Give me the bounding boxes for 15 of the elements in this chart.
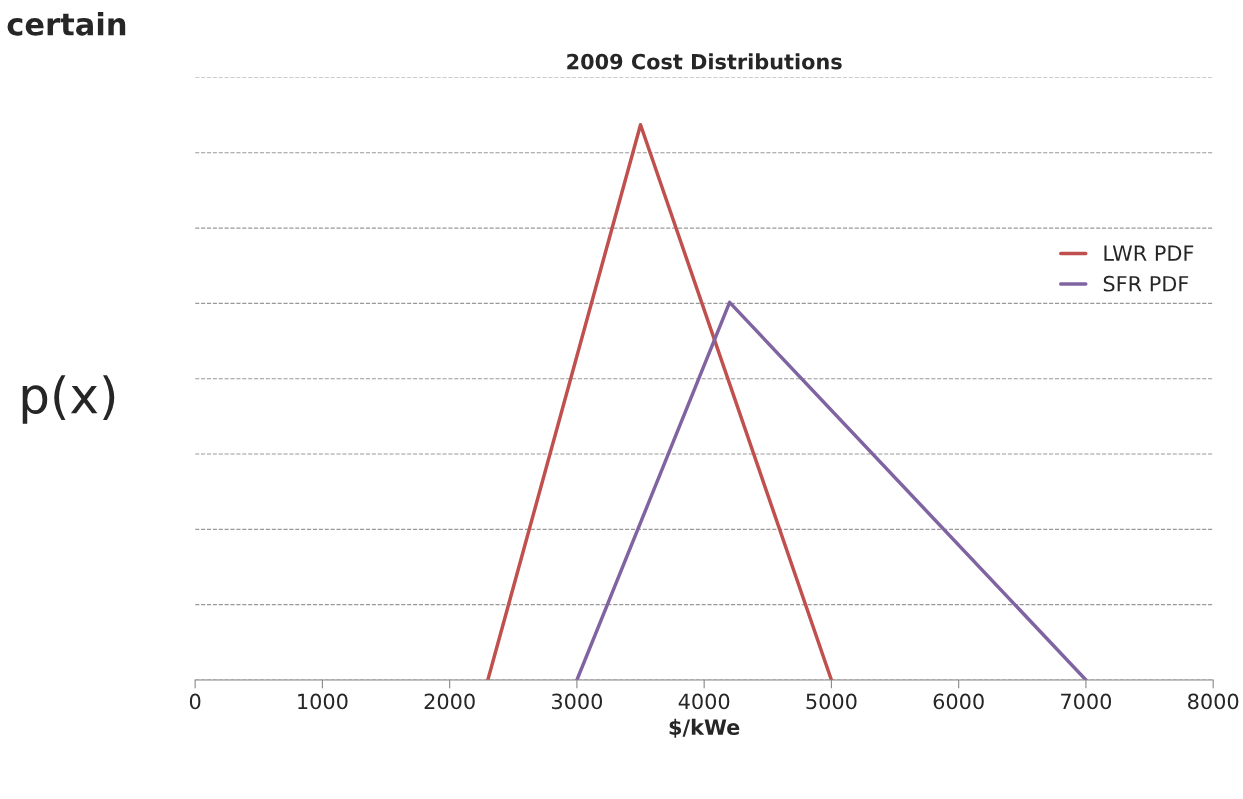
x-tick-label: 7000 [1061,693,1112,710]
x-tick-label: 3000 [551,693,603,710]
x-tick-label: 1000 [298,693,348,710]
text: certain [7,11,126,36]
x-tick-label: 2000 [424,693,475,710]
x-tick-label: 6000 [933,693,984,710]
x-axis-title: $/kWe [669,718,740,738]
x-tick-label: 5000 [806,693,857,710]
legend-label: LWR PDF [1104,245,1194,261]
x-tick-label: 8000 [1188,693,1239,710]
chart-title: 2009 Cost Distributions [567,53,842,70]
legend-label: SFR PDF [1103,275,1189,292]
x-tick-label: 0 [189,693,201,710]
x-tick-label: 4000 [678,693,730,710]
y-axis-title: p(x) [22,375,115,424]
